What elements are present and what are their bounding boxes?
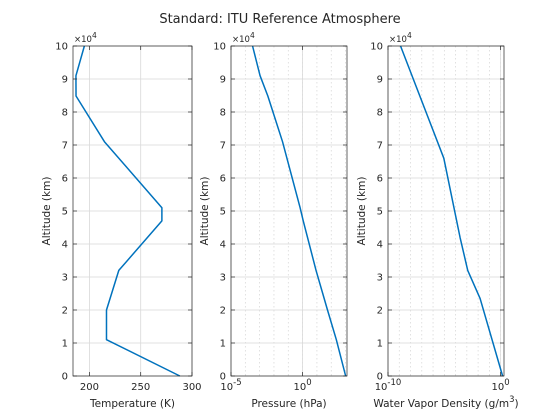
profile-line xyxy=(251,45,347,377)
x-tick-label: 200 xyxy=(80,382,99,393)
x-tick-label: 100 xyxy=(492,378,510,393)
y-tick-label: 9 xyxy=(377,75,383,86)
y-tick-label: 9 xyxy=(220,75,226,86)
y-tick-label: 8 xyxy=(377,108,383,119)
y-tick-label: 1 xyxy=(377,339,383,350)
y-axis-label: Altitude (km) xyxy=(41,177,53,246)
y-tick-label: 6 xyxy=(220,174,226,185)
y-tick-label: 8 xyxy=(62,108,68,119)
y-tick-label: 10 xyxy=(213,42,226,53)
y-tick-label: 1 xyxy=(220,339,226,350)
y-tick-label: 6 xyxy=(377,174,383,185)
y-tick-label: 7 xyxy=(62,141,68,152)
y-tick-label: 2 xyxy=(220,306,226,317)
y-tick-label: 3 xyxy=(377,273,383,284)
y-tick-label: 3 xyxy=(220,273,226,284)
y-tick-label: 10 xyxy=(370,42,383,53)
y-tick-label: 1 xyxy=(62,339,68,350)
x-axis-label: Temperature (K) xyxy=(89,398,175,410)
y-tick-label: 5 xyxy=(62,207,68,218)
y-exponent-label: ×104 xyxy=(74,31,97,45)
y-tick-label: 4 xyxy=(62,240,68,251)
profile-line xyxy=(75,45,181,377)
y-axis-label: Altitude (km) xyxy=(356,177,368,246)
x-tick-label: 300 xyxy=(182,382,201,393)
x-tick-label: 250 xyxy=(131,382,150,393)
figure-title: Standard: ITU Reference Atmosphere xyxy=(159,12,400,27)
y-tick-label: 4 xyxy=(377,240,383,251)
y-tick-label: 0 xyxy=(377,372,383,383)
subplot-1: 200 250 300 0 1 2 3 4 5 6 7 8 9 10 ×104 Temperature (K)… xyxy=(41,31,202,410)
x-axis-label: Pressure (hPa) xyxy=(251,398,326,410)
x-tick-label: 100 xyxy=(294,378,312,393)
y-tick-label: 9 xyxy=(62,75,68,86)
x-tick-label: 10-5 xyxy=(220,378,241,393)
y-tick-label: 2 xyxy=(62,306,68,317)
y-tick-label: 8 xyxy=(220,108,226,119)
y-tick-label: 7 xyxy=(220,141,226,152)
y-tick-label: 6 xyxy=(62,174,68,185)
x-axis-label: Water Vapor Density (g/m3) xyxy=(373,395,518,410)
y-tick-label: 3 xyxy=(62,273,68,284)
y-exponent-label: ×104 xyxy=(389,31,412,45)
subplot-2: 10-5 100 0 1 2 3 4 5 6 7 8 9 10 ×104 Pressure (hPa) Alt… xyxy=(199,31,348,410)
profile-line xyxy=(399,45,504,377)
y-exponent-label: ×104 xyxy=(232,31,255,45)
y-tick-label: 5 xyxy=(220,207,226,218)
subplot-3: 10-10 100 0 1 2 3 4 5 6 7 8 9 10 ×104 Water Vapor Dens… xyxy=(356,31,519,410)
y-tick-label: 2 xyxy=(377,306,383,317)
y-axis-label: Altitude (km) xyxy=(199,177,211,246)
y-tick-label: 10 xyxy=(55,42,68,53)
y-tick-label: 4 xyxy=(220,240,226,251)
y-tick-label: 7 xyxy=(377,141,383,152)
y-tick-label: 0 xyxy=(62,372,68,383)
x-tick-label: 10-10 xyxy=(375,378,402,393)
y-tick-label: 5 xyxy=(377,207,383,218)
y-tick-label: 0 xyxy=(220,372,226,383)
